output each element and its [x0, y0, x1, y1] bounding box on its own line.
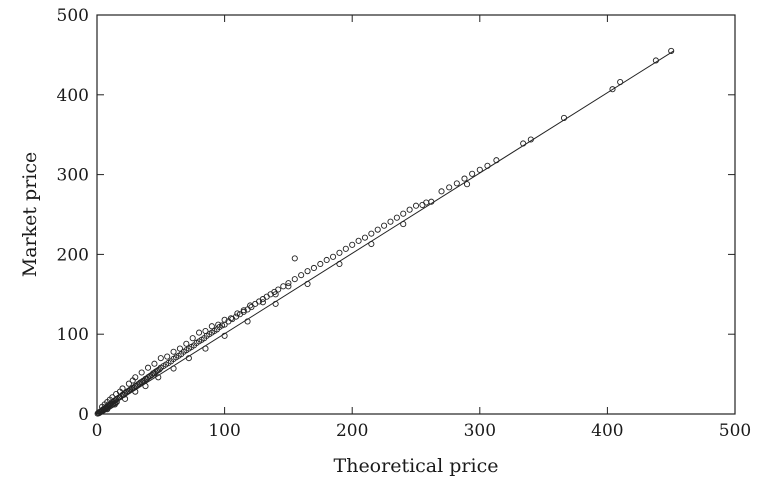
data-point — [406, 206, 413, 213]
data-point — [259, 299, 266, 306]
data-point — [609, 86, 616, 93]
data-point — [218, 322, 226, 329]
y-tick-label: 100 — [57, 325, 89, 345]
y-axis-label: Market price — [19, 152, 41, 278]
data-point — [280, 283, 287, 290]
x-axis-label: Theoretical price — [334, 455, 499, 477]
data-point — [342, 245, 349, 252]
data-point — [189, 335, 196, 342]
y-tick-label: 200 — [57, 245, 89, 265]
data-point — [119, 385, 126, 392]
data-point — [412, 202, 420, 209]
data-point — [113, 390, 120, 398]
data-point — [423, 199, 430, 206]
data-point — [183, 340, 190, 347]
data-point — [234, 310, 241, 317]
data-point — [446, 184, 453, 191]
data-point — [263, 293, 270, 300]
data-point — [355, 237, 362, 244]
data-point — [298, 272, 305, 279]
data-point — [132, 374, 139, 381]
data-point — [267, 291, 274, 298]
data-point — [227, 315, 235, 322]
data-point — [310, 264, 317, 272]
data-point — [202, 327, 209, 335]
data-point — [387, 218, 394, 225]
data-point — [221, 316, 228, 323]
data-point — [304, 268, 311, 275]
data-point — [330, 253, 337, 260]
data-point — [176, 345, 183, 352]
data-point — [144, 364, 152, 371]
data-point — [291, 276, 298, 283]
data-point — [374, 226, 381, 233]
data-point — [285, 280, 292, 287]
data-point — [400, 210, 407, 217]
tick-labels: 0 100 200 300 400 500 0 100 200 300 400 500 — [57, 6, 752, 441]
data-point — [125, 380, 132, 387]
y-tick-label: 0 — [78, 405, 89, 425]
data-point — [461, 175, 468, 182]
data-point — [272, 291, 279, 298]
y-tick-label: 400 — [57, 86, 89, 106]
data-point — [368, 230, 375, 237]
data-point — [469, 170, 476, 177]
data-point — [419, 201, 426, 208]
x-tick-label: 400 — [591, 421, 623, 441]
data-point — [285, 283, 292, 290]
data-point — [109, 394, 116, 401]
data-point — [668, 47, 675, 54]
x-tick-label: 100 — [208, 421, 240, 441]
data-point — [138, 369, 145, 376]
y-tick-label: 500 — [57, 6, 89, 26]
x-tick-label: 200 — [336, 421, 368, 441]
plot-frame — [96, 14, 736, 415]
data-point — [349, 241, 356, 248]
data-point — [156, 366, 163, 373]
data-point — [252, 300, 259, 307]
x-tick-label: 0 — [92, 421, 103, 441]
data-point — [361, 234, 369, 241]
data-point — [248, 304, 255, 311]
data-point — [438, 188, 445, 195]
data-points — [94, 47, 675, 417]
y-tick-label: 300 — [57, 166, 89, 186]
data-point — [215, 321, 222, 328]
data-point — [317, 260, 324, 268]
data-point — [157, 355, 164, 362]
data-point — [393, 214, 400, 221]
data-point — [240, 307, 247, 314]
data-point — [164, 353, 171, 360]
data-point — [323, 256, 330, 264]
data-point — [247, 302, 254, 309]
data-point — [196, 329, 203, 336]
fit-line — [96, 50, 675, 415]
x-tick-label: 300 — [464, 421, 496, 441]
data-point — [381, 222, 388, 229]
data-point — [291, 255, 298, 262]
data-point — [233, 313, 240, 320]
data-point — [476, 166, 483, 173]
data-point — [208, 323, 215, 330]
data-point — [151, 360, 158, 367]
data-point — [453, 180, 460, 187]
x-tick-label: 500 — [719, 421, 751, 441]
data-point — [275, 286, 282, 293]
data-point — [170, 348, 177, 355]
data-point — [336, 249, 343, 256]
